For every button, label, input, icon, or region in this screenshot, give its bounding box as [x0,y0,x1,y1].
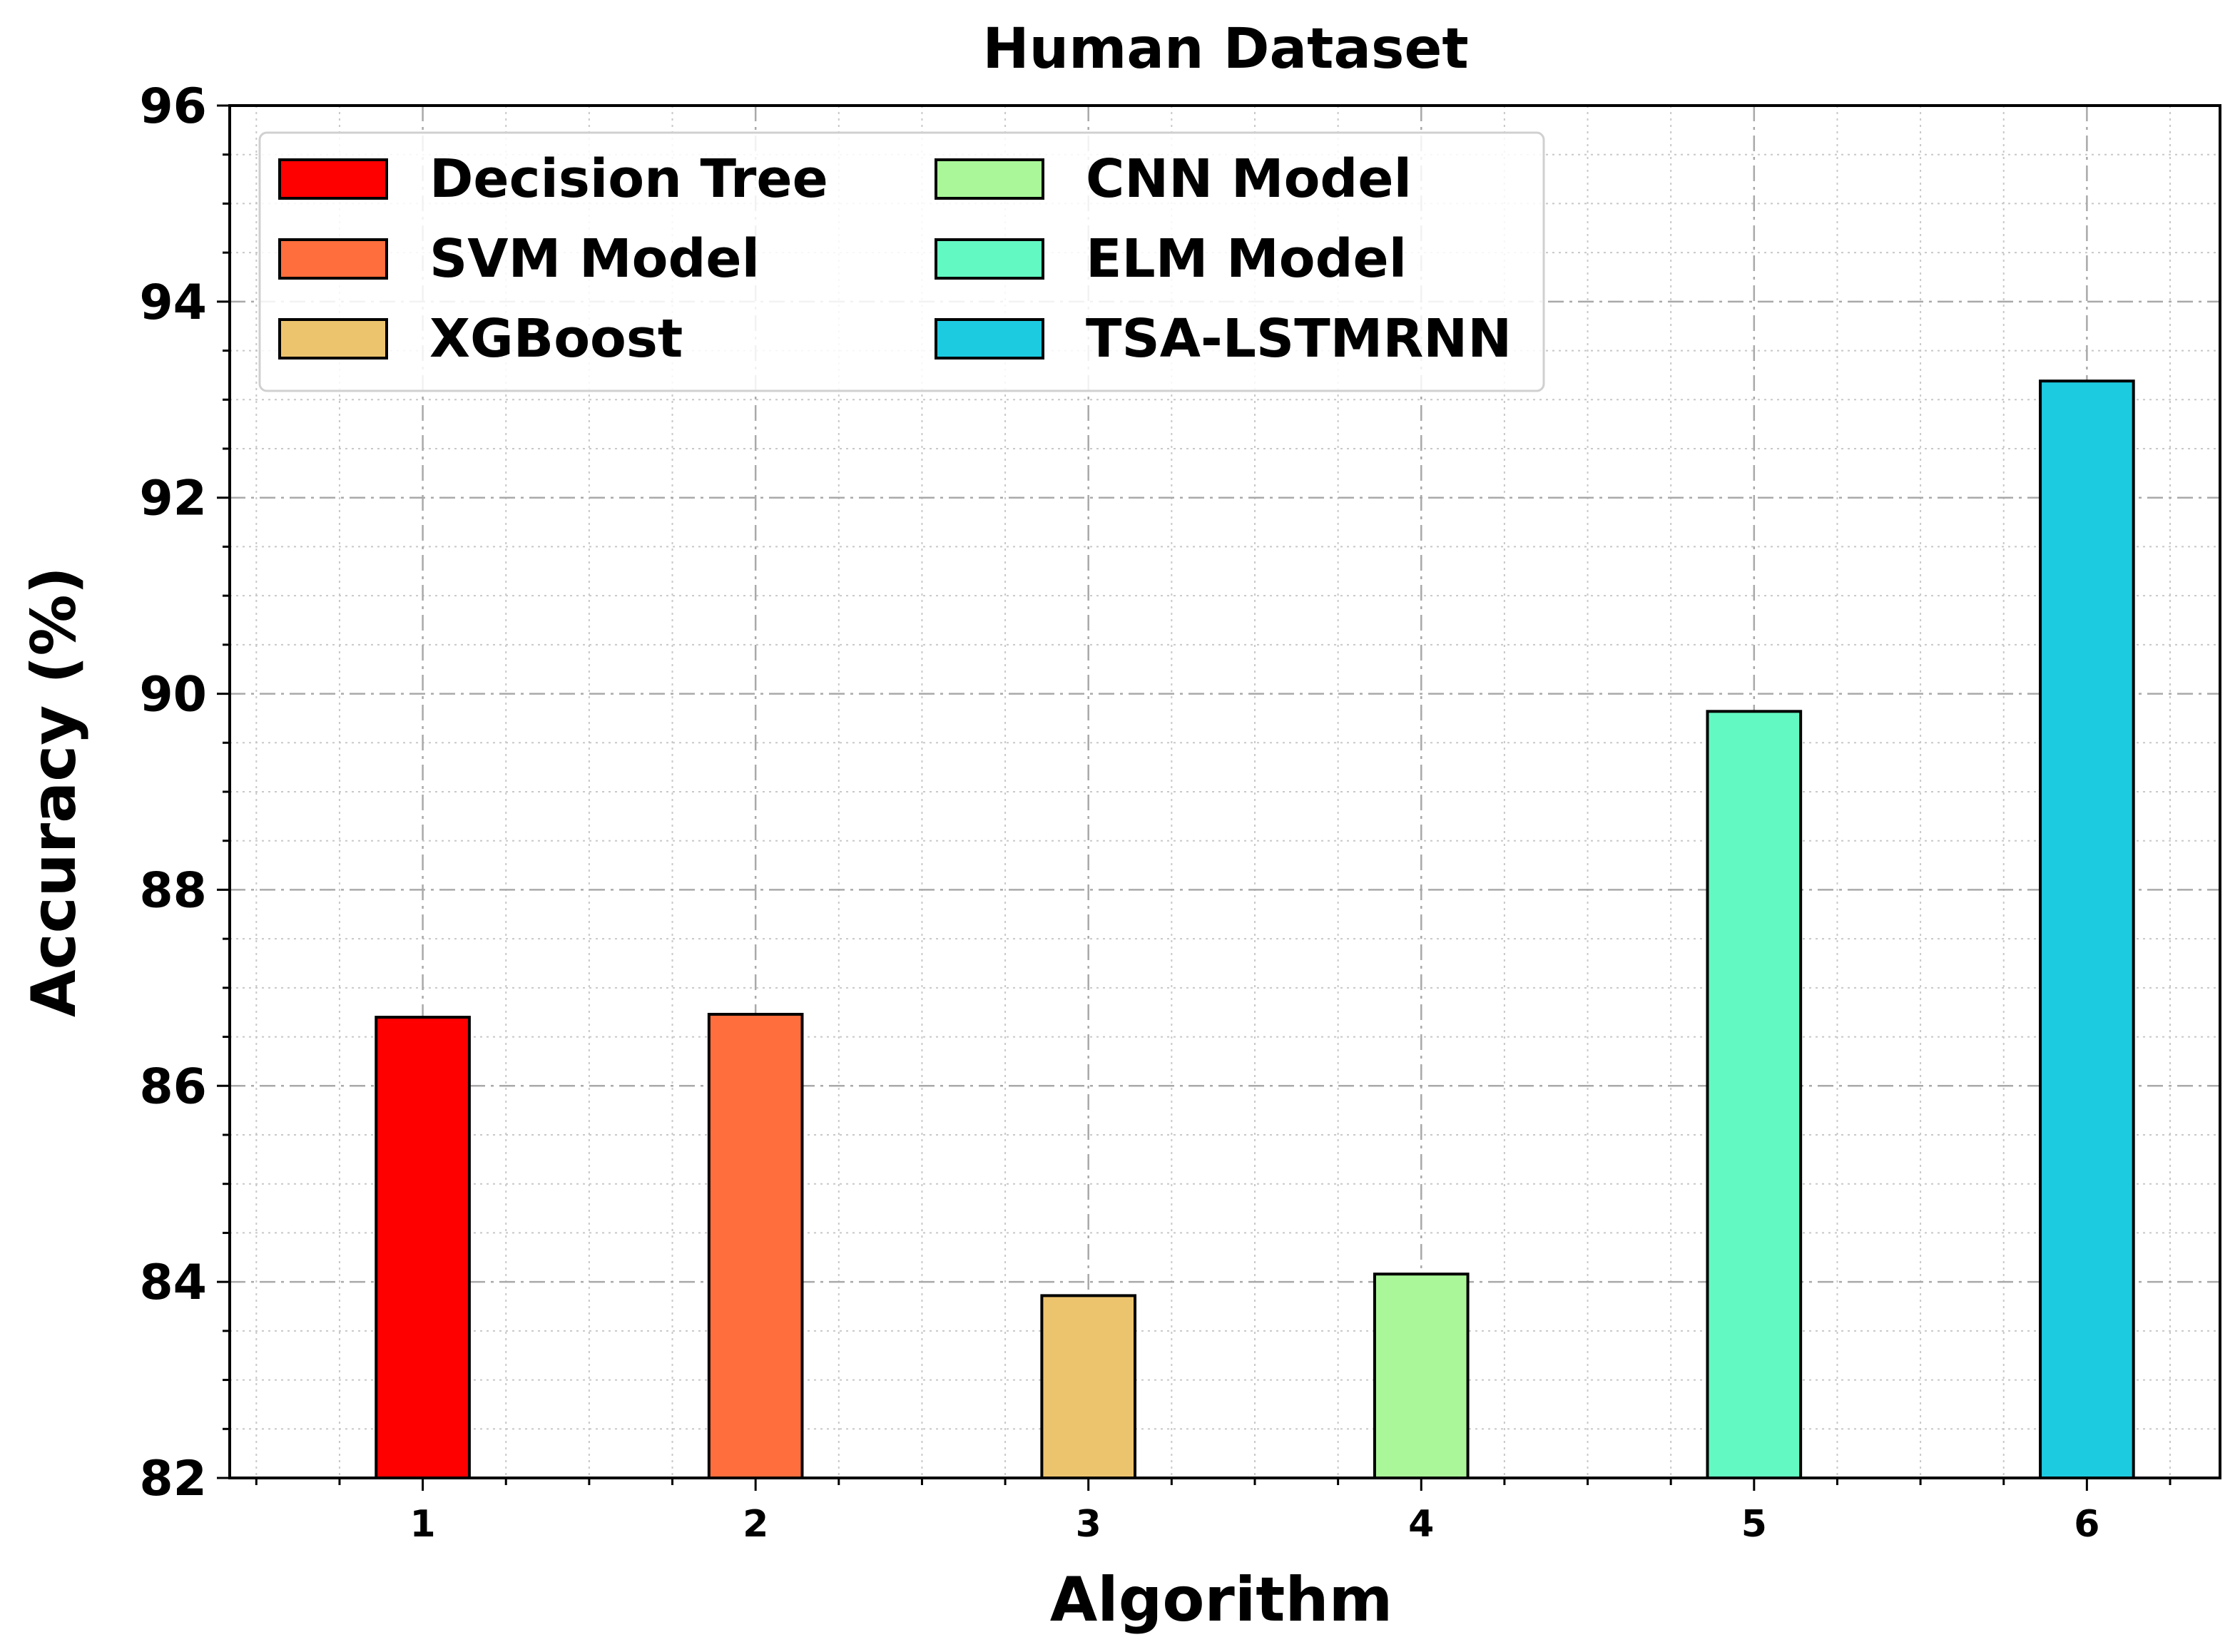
x-tick-label: 5 [1741,1503,1767,1546]
bar-cnn-model [1373,1273,1470,1479]
x-axis-label: Algorithm [1050,1564,1393,1636]
y-tick-label: 84 [139,1255,207,1311]
y-tick-label: 82 [139,1451,207,1507]
legend-box [258,131,1545,392]
legend-label: XGBoost [429,308,683,369]
bar-xgboost [1040,1294,1137,1479]
legend-swatch [935,238,1044,280]
y-tick-label: 94 [139,275,207,331]
legend-label: TSA-LSTMRNN [1086,308,1512,369]
legend-label: CNN Model [1086,148,1412,210]
bars [375,379,2135,1480]
legend-swatch [278,318,388,360]
legend-label: Decision Tree [429,148,828,210]
legend-label: ELM Model [1086,228,1407,290]
bar-decision-tree [375,1016,471,1479]
y-tick-label: 92 [139,471,207,527]
legend-label: SVM Model [429,228,760,290]
legend-swatch [935,318,1044,360]
y-tick-label: 86 [139,1059,207,1115]
y-tick-label: 96 [139,78,207,135]
bar-tsa-lstmrnn [2039,379,2135,1479]
bar-svm-model [707,1012,804,1480]
x-tick-label: 1 [410,1503,436,1546]
plot-frame [228,104,2221,1479]
legend-swatch [278,238,388,280]
chart-title: Human Dataset [982,17,1468,81]
legend: Decision Tree SVM Model XGBoost CNN Model EL… [258,131,1545,392]
y-tick-label: 88 [139,862,207,919]
y-axis-label: Accuracy (%) [19,566,90,1017]
legend-swatch [278,158,388,200]
bar-elm-model [1706,710,1803,1479]
legend-swatch [935,158,1044,200]
ticks: 82 84 86 88 90 92 94 96 1 2 3 4 5 6 [139,78,2172,1546]
x-tick-label: 4 [1408,1503,1434,1546]
x-tick-label: 3 [1076,1503,1101,1546]
y-tick-label: 90 [139,667,207,723]
x-tick-label: 2 [743,1503,768,1546]
x-tick-label: 6 [2074,1503,2099,1546]
grid [230,106,2220,1478]
